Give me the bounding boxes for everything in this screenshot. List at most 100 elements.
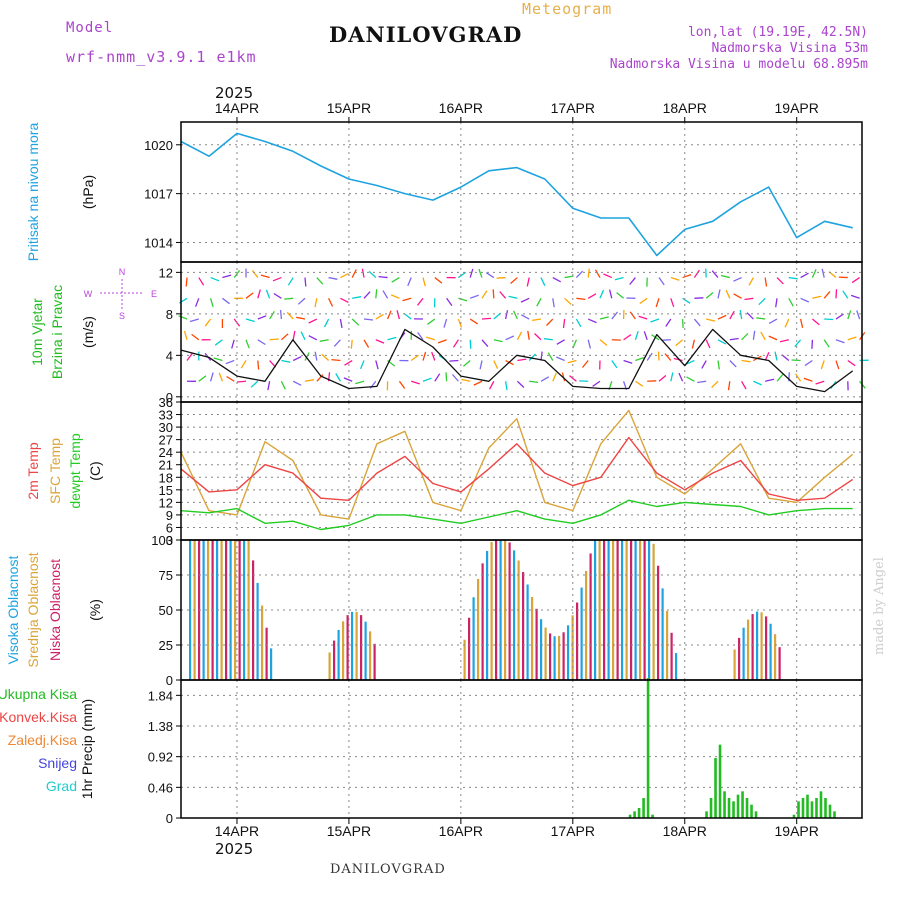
wind-arrow (835, 339, 845, 344)
wind-arrow (335, 373, 341, 382)
x-tick-label-top: 16APR (439, 100, 483, 116)
wind-arrow (269, 311, 275, 320)
x-tick-label-bottom: 17APR (551, 823, 595, 839)
wind-arrow (319, 339, 329, 342)
wind-arrow (733, 293, 742, 299)
precip-bar (709, 798, 713, 818)
wind-arrow (300, 331, 306, 341)
low-cloud-label: Niska Oblacnost (47, 559, 63, 661)
wind-arrow (504, 310, 509, 320)
wind-arrow (851, 277, 860, 284)
wind-arrow (697, 380, 707, 384)
wind-arrow (437, 339, 447, 344)
wind-arrow (603, 273, 613, 279)
cloud-bar (598, 540, 601, 680)
cloud-bar (634, 540, 637, 680)
wind-arrow (764, 277, 768, 287)
wind-arrow (410, 354, 419, 362)
wind-arrow (665, 318, 672, 327)
wind-arrow (756, 317, 766, 320)
precip-bar (801, 798, 805, 818)
wind-arrow (297, 297, 306, 305)
cloud-bar (765, 616, 768, 680)
wind-arrow (431, 351, 436, 361)
wind-arrow (701, 360, 707, 369)
cloud-bar (576, 602, 579, 680)
wind-arrow (489, 380, 495, 390)
wind-arrow (788, 297, 794, 307)
wind-arrow (387, 336, 397, 341)
precip-bars-layer (628, 678, 836, 818)
wind-arrow (774, 351, 778, 361)
wind-arrow (629, 277, 636, 285)
wind-arrow (547, 352, 554, 361)
dewpt-series-label: dewpt Temp (67, 433, 83, 508)
wind-arrow (717, 339, 727, 345)
wind-arrow (739, 310, 743, 320)
wind-arrow (729, 310, 735, 320)
wind-arrow (561, 372, 566, 382)
cloud-bar (760, 612, 763, 680)
precip-bar (705, 811, 708, 818)
wind-arrow (527, 330, 530, 340)
wind-arrow (823, 290, 831, 299)
cloud-bar (364, 621, 367, 680)
precip-bar (723, 791, 726, 818)
cloud-bar (513, 550, 516, 680)
cloud-bar (238, 540, 241, 680)
wind-arrow (614, 276, 624, 281)
precip-bar (792, 814, 796, 818)
wind-arrow (446, 297, 453, 306)
grid-layer (181, 122, 862, 818)
wind-arrow (567, 359, 577, 364)
wind-arrow (729, 360, 737, 368)
x-tick-label-bottom: 16APR (439, 823, 483, 839)
wind-arrow (552, 276, 562, 283)
cloud-bar (567, 625, 570, 680)
wind-arrow (552, 372, 557, 382)
wind-arrow (526, 277, 530, 287)
precip-legend-item: Konvek.Kisa (0, 709, 77, 725)
wind-arrow (670, 298, 675, 308)
wind-arrow (608, 289, 613, 299)
wind-arrow (540, 376, 550, 382)
cloud-unit-label: (%) (87, 599, 103, 621)
wind-arrow (469, 318, 479, 325)
wind-arrow (733, 276, 742, 282)
wind-arrow (658, 375, 667, 382)
wind-arrow (682, 297, 691, 304)
wind-arrow (711, 270, 719, 278)
wind-arrow (635, 356, 645, 362)
wind-arrow (639, 297, 648, 305)
panel-frame-5 (180, 679, 863, 819)
wind-arrow (799, 318, 804, 328)
precip-bar (824, 798, 827, 818)
wind-arrow (257, 339, 266, 346)
wind-arrow (316, 374, 324, 382)
wind-series-label-2: Brzina i Pravac (49, 285, 65, 379)
panel-frame-3 (180, 401, 863, 541)
cloud-bar (747, 619, 750, 680)
wind-arrow (741, 359, 751, 363)
wind-arrow (638, 315, 648, 320)
wind-arrow (213, 357, 223, 362)
wind-arrow (343, 377, 353, 382)
wind-arrow (720, 274, 730, 279)
wind-arrow (794, 339, 802, 348)
wind-arrow (821, 268, 825, 278)
wind-arrow (727, 381, 731, 391)
wind-arrow (461, 378, 471, 382)
wind-arrow (231, 339, 235, 349)
lonlat-label: lon,lat (19.19E, 42.5N) (687, 25, 868, 40)
y-tick-label: 15 (159, 483, 173, 498)
wind-arrow (287, 277, 294, 286)
wind-arrow (779, 339, 789, 343)
wind-arrow (316, 277, 324, 285)
wind-arrow (359, 360, 365, 370)
wind-arrow (323, 318, 330, 328)
wind-arrow (272, 276, 282, 282)
wind-arrow (599, 289, 605, 299)
precip-bar (833, 811, 836, 818)
wind-arrow (508, 295, 518, 299)
wind-arrow (540, 351, 543, 361)
